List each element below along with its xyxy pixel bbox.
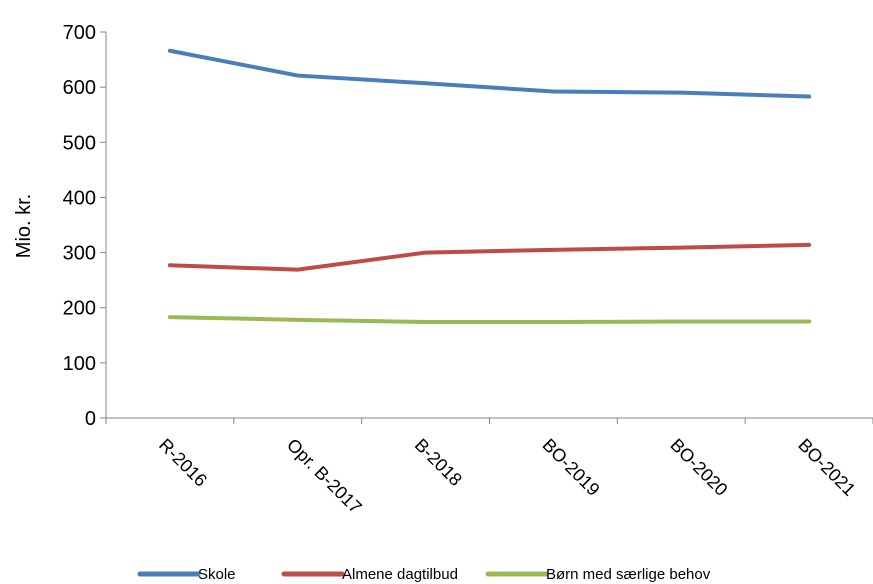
y-tick-label: 400: [63, 187, 96, 209]
x-tick-label: Opr. B-2017: [283, 435, 366, 518]
series-line-1: [167, 48, 812, 99]
y-tick-label: 200: [63, 298, 96, 320]
x-tick-label: B-2018: [411, 435, 466, 490]
x-tick-label: BO-2019: [539, 435, 604, 500]
y-axis-label: Mio. kr.: [13, 194, 35, 258]
y-tick-label: 600: [63, 77, 96, 99]
y-tick-label: 300: [63, 243, 96, 265]
series-line-2: [167, 242, 812, 272]
y-tick-label: 700: [63, 22, 96, 44]
legend-label: Børn med særlige behov: [546, 566, 711, 583]
x-tick-label: BO-2020: [666, 435, 731, 500]
y-tick-labels: 0 100 200 300 400 500 600 700: [63, 22, 96, 430]
x-tick-labels: R-2016 Opr. B-2017 B-2018 BO-2019 BO-2020 BO-…: [155, 435, 859, 518]
series-line-3: [167, 315, 812, 325]
legend: Skole Almene dagtilbud Børn med særlige be…: [137, 566, 711, 583]
series-lines: [167, 48, 812, 325]
x-tick-label: R-2016: [155, 435, 211, 491]
x-tick-label: BO-2021: [794, 435, 859, 500]
y-tick-label: 0: [85, 408, 96, 430]
y-tick-label: 100: [63, 353, 96, 375]
legend-label: Almene dagtilbud: [342, 566, 458, 583]
legend-label: Skole: [198, 566, 236, 583]
y-tick-label: 500: [63, 132, 96, 154]
axes: [100, 31, 873, 424]
